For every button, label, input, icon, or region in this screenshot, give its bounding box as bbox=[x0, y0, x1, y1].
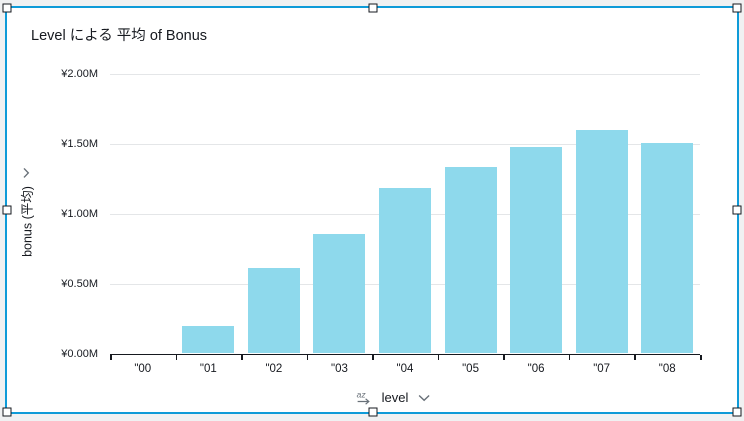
y-axis-label[interactable]: bonus (平均) bbox=[20, 186, 35, 257]
resize-handle-middle-left[interactable] bbox=[2, 205, 12, 215]
x-tick-label: "02 bbox=[265, 363, 283, 375]
y-tick-label: ¥2.00M bbox=[61, 68, 98, 80]
resize-handle-middle-right[interactable] bbox=[732, 205, 742, 215]
chevron-down-icon[interactable] bbox=[22, 167, 30, 179]
x-axis-tick bbox=[110, 355, 112, 360]
x-axis-tick bbox=[700, 355, 702, 360]
resize-handle-top-left[interactable] bbox=[2, 3, 12, 13]
x-axis-label[interactable]: level bbox=[381, 390, 409, 405]
x-axis-tick bbox=[306, 355, 309, 360]
plot-area bbox=[110, 74, 702, 360]
visual-card[interactable]: Level による 平均 of Bonus az level bonus (平均… bbox=[2, 3, 742, 417]
x-axis-title[interactable]: az level bbox=[356, 390, 431, 405]
y-tick-label: ¥0.00M bbox=[61, 348, 98, 360]
x-axis-tick bbox=[437, 355, 440, 360]
az-sort-icon[interactable]: az bbox=[356, 390, 373, 405]
x-tick-label: "06 bbox=[527, 363, 545, 375]
bar-02[interactable] bbox=[247, 267, 300, 353]
x-axis-tick bbox=[503, 355, 505, 360]
x-axis-tick bbox=[568, 355, 571, 360]
bar-07[interactable] bbox=[575, 130, 628, 353]
bar-03[interactable] bbox=[313, 234, 366, 353]
x-tick-label: "07 bbox=[593, 363, 611, 375]
x-tick-label: "05 bbox=[462, 363, 479, 375]
x-tick-label: "04 bbox=[396, 363, 414, 375]
x-axis-tick bbox=[372, 355, 374, 360]
chevron-down-icon[interactable] bbox=[417, 394, 430, 402]
y-axis-title[interactable]: bonus (平均) bbox=[17, 167, 36, 257]
gridline bbox=[110, 144, 700, 145]
resize-handle-top-right[interactable] bbox=[732, 3, 742, 13]
x-tick-label: "08 bbox=[658, 363, 676, 375]
resize-handle-bottom-left[interactable] bbox=[2, 407, 12, 417]
bar-08[interactable] bbox=[641, 143, 694, 353]
x-axis-line bbox=[110, 354, 700, 355]
bar-01[interactable] bbox=[182, 326, 235, 353]
x-tick-label: "01 bbox=[199, 363, 217, 375]
resize-handle-bottom-right[interactable] bbox=[732, 407, 742, 417]
y-tick-label: ¥1.00M bbox=[61, 208, 98, 220]
bar-06[interactable] bbox=[510, 147, 563, 353]
x-axis-tick bbox=[241, 355, 243, 360]
x-axis-tick bbox=[175, 355, 178, 360]
x-tick-label: "00 bbox=[134, 363, 152, 375]
x-axis-tick bbox=[634, 355, 636, 360]
resize-handle-top-middle[interactable] bbox=[368, 3, 378, 13]
resize-handle-bottom-middle[interactable] bbox=[368, 407, 378, 417]
bar-04[interactable] bbox=[379, 187, 431, 353]
gridline bbox=[110, 74, 700, 75]
y-tick-label: ¥1.50M bbox=[61, 138, 98, 150]
x-tick-label: "03 bbox=[330, 363, 348, 375]
bar-05[interactable] bbox=[444, 166, 497, 353]
svg-text:az: az bbox=[357, 390, 367, 400]
y-tick-label: ¥0.50M bbox=[61, 278, 98, 290]
visual-title: Level による 平均 of Bonus bbox=[31, 28, 208, 44]
